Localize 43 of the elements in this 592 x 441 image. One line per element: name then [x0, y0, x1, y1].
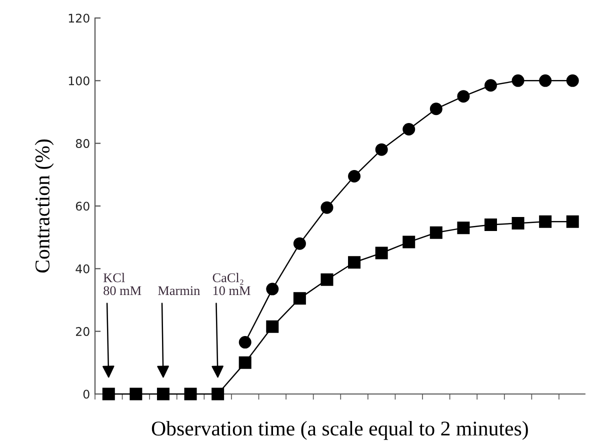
point	[184, 388, 197, 400]
point	[484, 218, 497, 232]
point	[130, 388, 142, 400]
point	[566, 215, 579, 228]
y-tick-label: 40	[76, 264, 90, 274]
y-tick-label: 0	[83, 390, 90, 399]
point	[266, 320, 279, 333]
y-tick-label: 100	[68, 76, 90, 86]
point	[348, 256, 361, 269]
point	[320, 273, 334, 286]
annotation: CaCl₂ 10 mM	[212, 272, 250, 296]
point	[430, 226, 442, 239]
point	[457, 222, 470, 234]
point	[375, 246, 388, 260]
point	[539, 215, 552, 228]
annotation: Marmin	[158, 286, 200, 296]
point	[102, 388, 115, 400]
point	[512, 74, 524, 87]
point	[348, 170, 361, 182]
point	[402, 236, 416, 248]
x-axis-title: Observation time (a scale equal to 2 minutes)	[152, 420, 528, 440]
point	[402, 122, 416, 136]
point	[457, 90, 470, 103]
y-tick-label: 60	[76, 202, 90, 211]
point	[539, 74, 552, 87]
y-tick-label: 120	[68, 14, 90, 23]
point	[430, 102, 442, 116]
point	[375, 143, 388, 156]
point	[238, 356, 252, 369]
y-tick-label: 80	[76, 139, 90, 148]
annotation: KCl 80 mM	[103, 272, 142, 296]
y-tick-label: 20	[76, 327, 90, 336]
point	[293, 237, 306, 250]
point	[238, 336, 252, 349]
point	[156, 388, 170, 400]
point	[212, 388, 224, 400]
y-axis-title: Contraction (%)	[34, 140, 54, 273]
point	[320, 201, 334, 214]
point	[484, 79, 497, 92]
point	[266, 282, 279, 296]
point	[566, 74, 579, 87]
point	[512, 216, 524, 230]
point	[293, 292, 306, 305]
